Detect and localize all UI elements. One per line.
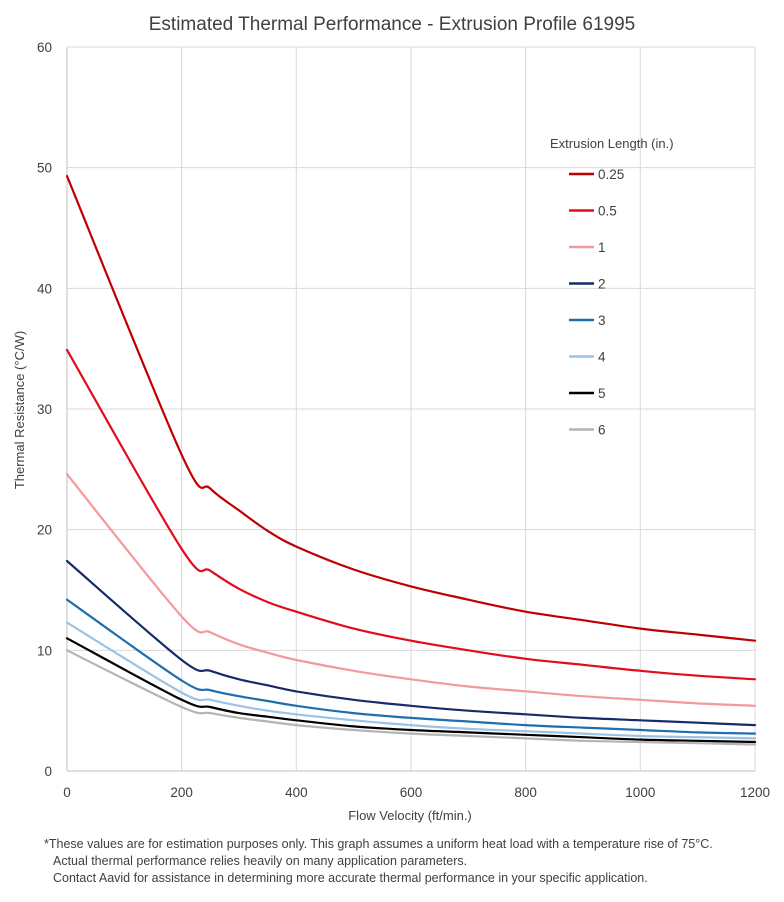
- y-axis-title: Thermal Resistance (°C/W): [12, 331, 27, 489]
- legend-label: 2: [598, 277, 606, 292]
- data-series: [65, 175, 757, 746]
- legend-label: 0.25: [598, 167, 624, 182]
- series-line-6: [65, 649, 757, 746]
- legend-label: 1: [598, 240, 606, 255]
- series-line-3: [65, 598, 757, 735]
- footnote-line-3: Contact Aavid for assistance in determin…: [53, 871, 648, 885]
- series-line-5: [65, 637, 757, 744]
- legend-title: Extrusion Length (in.): [550, 136, 674, 151]
- series-line-4: [65, 621, 757, 740]
- footnote: *These values are for estimation purpose…: [44, 836, 780, 887]
- chart-title: Estimated Thermal Performance - Extrusio…: [149, 14, 635, 35]
- x-axis-title: Flow Velocity (ft/min.): [348, 808, 472, 823]
- y-tick-label: 20: [37, 523, 52, 538]
- y-tick-label: 50: [37, 161, 52, 176]
- legend-label: 5: [598, 386, 606, 401]
- x-tick-label: 200: [170, 785, 193, 800]
- y-tick-label: 30: [37, 402, 52, 417]
- y-tick-label: 60: [37, 40, 52, 55]
- x-tick-label: 600: [400, 785, 423, 800]
- footnote-line-2: Actual thermal performance relies heavil…: [53, 854, 468, 868]
- x-tick-label: 0: [63, 785, 71, 800]
- gridlines: [67, 46, 756, 771]
- legend: Extrusion Length (in.) 0.25 0.5 1 2 3 4 5 6: [550, 136, 674, 438]
- series-line-0-5: [65, 348, 757, 681]
- x-tick-label: 1000: [625, 785, 655, 800]
- x-tick-label: 800: [514, 785, 537, 800]
- y-tick-label: 10: [37, 643, 52, 658]
- legend-label: 6: [598, 423, 606, 438]
- y-tick-label: 0: [44, 764, 52, 779]
- series-line-0-25: [65, 175, 757, 642]
- series-line-2: [65, 559, 757, 727]
- y-tick-label: 40: [37, 281, 52, 296]
- legend-items: 0.25 0.5 1 2 3 4 5 6: [569, 167, 624, 438]
- footnote-line-1: *These values are for estimation purpose…: [44, 837, 713, 851]
- legend-label: 3: [598, 313, 606, 328]
- series-line-1: [65, 473, 757, 707]
- x-tick-label: 400: [285, 785, 308, 800]
- legend-label: 0.5: [598, 204, 617, 219]
- legend-label: 4: [598, 350, 606, 365]
- x-tick-label: 1200: [740, 785, 770, 800]
